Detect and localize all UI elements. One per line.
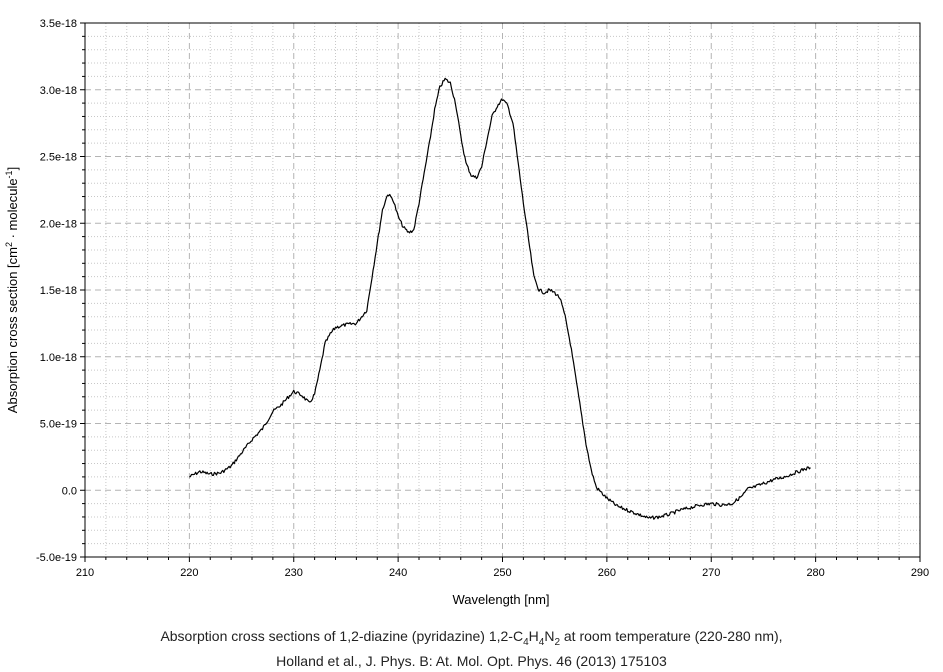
caption-line-1-pre: Absorption cross sections of 1,2-diazine…: [160, 628, 524, 644]
grid: [84, 22, 921, 558]
caption-line-1-mid2: N: [544, 628, 555, 644]
x-tick-label: 250: [493, 567, 511, 579]
y-axis-title-mid: · molecule: [5, 178, 20, 242]
y-tick-label: -5.0e-19: [36, 552, 77, 564]
y-tick-label: 2.0e-18: [40, 218, 77, 230]
y-tick-label: 0.0: [62, 485, 77, 497]
x-tick-label: 280: [806, 567, 824, 579]
caption-line-1-mid1: H: [528, 628, 539, 644]
caption-sub-3: 2: [554, 636, 560, 648]
y-tick-label: 5.0e-19: [40, 419, 77, 431]
y-tick-label: 3.0e-18: [40, 85, 77, 97]
x-tick-label: 260: [598, 567, 616, 579]
ticks: 210 220 230 240 250 260 270 280 290 -5.0e-19 0.0 5.…: [36, 18, 929, 579]
y-axis-title-sup1: 2: [4, 242, 14, 247]
x-tick-label: 230: [285, 567, 303, 579]
y-tick-label: 1.0e-18: [40, 352, 77, 364]
caption-sub-2: 4: [538, 636, 545, 648]
x-tick-label: 220: [180, 567, 198, 579]
series-line: [189, 77, 811, 520]
caption-sub-1: 4: [523, 636, 529, 648]
y-axis-title-sup2: -1: [4, 170, 14, 178]
x-axis-title: Wavelength [nm]: [452, 592, 549, 607]
caption-line-2: Holland et al., J. Phys. B: At. Mol. Opt…: [276, 653, 667, 669]
y-axis-title-main: Absorption cross section [cm: [5, 247, 20, 413]
x-tick-label: 210: [76, 567, 94, 579]
caption-line-1-post: at room temperature (220-280 nm),: [560, 628, 783, 644]
x-tick-label: 290: [911, 567, 929, 579]
series: [189, 77, 811, 520]
y-axis-title-end: ]: [5, 167, 20, 171]
y-tick-label: 3.5e-18: [40, 18, 77, 30]
caption-line-1: Absorption cross sections of 1,2-diazine…: [0, 628, 943, 648]
x-tick-label: 240: [389, 567, 407, 579]
x-tick-label: 270: [702, 567, 720, 579]
y-tick-label: 1.5e-18: [40, 285, 77, 297]
y-tick-label: 2.5e-18: [40, 152, 77, 164]
y-axis-title: Absorption cross section [cm2 · molecule…: [4, 167, 20, 413]
